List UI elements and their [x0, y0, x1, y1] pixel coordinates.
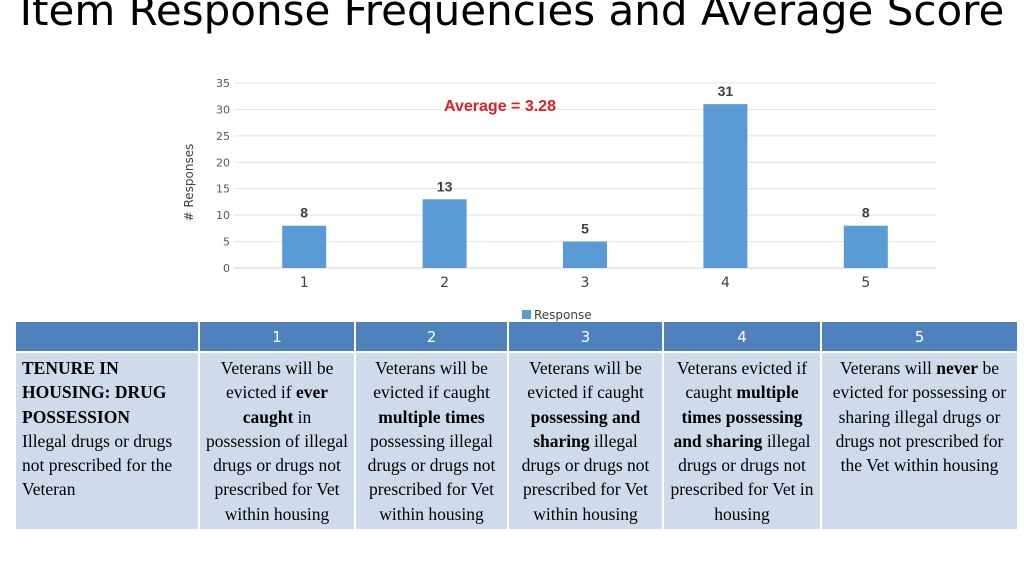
- cell-text: illegal drugs or drugs not prescribed fo…: [521, 430, 650, 524]
- data-label: 5: [581, 221, 589, 237]
- data-label: 8: [300, 205, 308, 221]
- legend-swatch: [522, 310, 531, 319]
- table-header-cell: 5: [821, 322, 1019, 353]
- cell-text: Veterans will be evicted if caught: [527, 358, 644, 403]
- cell-emphasis: ever caught: [242, 382, 329, 427]
- table-cell: Veterans will be evicted if ever caught …: [199, 352, 356, 532]
- response-table: 1 2 3 4 5 TENURE IN HOUSING: DRUG POSSES…: [16, 322, 1019, 532]
- bar: [422, 199, 467, 268]
- y-tick-label: 0: [223, 262, 230, 275]
- cell-emphasis: possessing and sharing: [530, 406, 641, 451]
- x-tick-label: 1: [300, 275, 309, 291]
- average-annotation: Average = 3.28: [444, 98, 556, 115]
- y-tick-label: 25: [216, 130, 230, 143]
- cell-text: illegal drugs or drugs not prescribed fo…: [670, 430, 814, 524]
- x-tick-label: 2: [440, 275, 449, 291]
- x-tick-label: 4: [721, 275, 730, 291]
- y-tick-label: 10: [216, 209, 230, 222]
- y-tick-label: 30: [216, 103, 230, 116]
- table-cell: Veterans will be evicted if caught multi…: [355, 352, 509, 532]
- x-tick-label: 3: [581, 275, 590, 291]
- x-tick-label: 5: [861, 275, 870, 291]
- cell-emphasis: multiple times possessing and sharing: [673, 382, 803, 451]
- table-header-cell: 1: [199, 322, 356, 353]
- y-tick-label: 15: [216, 183, 230, 196]
- bar: [843, 225, 888, 268]
- row-label-cell: TENURE IN HOUSING: DRUG POSSESSION Illega…: [16, 352, 200, 532]
- bar: [703, 104, 748, 269]
- cell-emphasis: multiple times: [378, 406, 485, 427]
- row-label-text: Illegal drugs or drugs not prescribed fo…: [22, 430, 173, 500]
- cell-text: Veterans will be evicted if caught: [373, 358, 490, 403]
- cell-emphasis: never: [936, 358, 979, 378]
- legend-label: Response: [534, 308, 592, 322]
- table-header-blank: [16, 322, 200, 353]
- row-label-title: TENURE IN HOUSING: DRUG POSSESSION: [22, 358, 167, 427]
- data-label: 8: [862, 205, 870, 221]
- table-header-cell: 3: [508, 322, 664, 353]
- table-cell: Veterans will never be evicted for posse…: [821, 352, 1019, 532]
- bar: [563, 241, 607, 268]
- table-row: TENURE IN HOUSING: DRUG POSSESSION Illega…: [16, 352, 1019, 532]
- cell-text: Veterans evicted if caught: [676, 358, 808, 403]
- bar: [282, 225, 327, 268]
- table-cell: Veterans evicted if caught multiple time…: [663, 352, 822, 532]
- data-label: 31: [718, 83, 734, 99]
- table-header-row: 1 2 3 4 5: [16, 322, 1019, 353]
- cell-text: Veterans will be evicted if: [220, 358, 334, 403]
- data-label: 13: [437, 178, 453, 194]
- cell-text: be evicted for possessing or sharing ill…: [832, 358, 1007, 476]
- cell-text: Veterans will: [840, 358, 937, 378]
- cell-text: possessing illegal drugs or drugs not pr…: [367, 430, 496, 524]
- table-header-cell: 4: [663, 322, 822, 353]
- y-axis-label: # Responses: [182, 144, 196, 222]
- slide-title: Item Response Frequencies and Average Sc…: [19, 0, 1005, 35]
- table-header-cell: 2: [355, 322, 509, 353]
- y-tick-label: 35: [216, 77, 230, 90]
- y-tick-label: 5: [223, 236, 230, 249]
- cell-text: in possession of illegal drugs or drugs …: [206, 406, 348, 524]
- y-tick-label: 20: [216, 156, 230, 169]
- table-cell: Veterans will be evicted if caught posse…: [508, 352, 664, 532]
